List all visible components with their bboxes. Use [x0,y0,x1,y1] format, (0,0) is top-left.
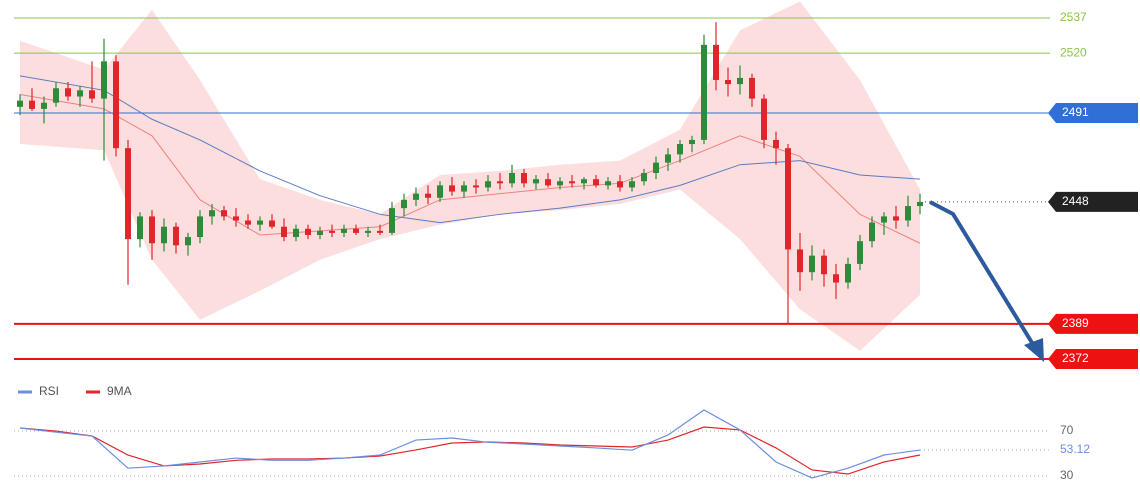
candle-body [545,179,551,186]
bollinger-band [20,1,920,351]
candle-body [869,222,875,242]
candle-body [617,181,623,188]
candle-body [845,263,851,283]
candle-body [605,181,611,186]
candle-body [917,201,923,207]
candle-body [905,206,911,221]
candle-body [533,179,539,184]
candle-body [509,172,515,184]
candle-body [581,179,587,184]
candle-body [125,148,131,240]
candle-body [149,216,155,244]
legend-label: 9MA [107,384,132,398]
candle-body [521,172,527,184]
candle-body [233,216,239,221]
candle-body [161,226,167,244]
candle-body [137,216,143,240]
candle-body [725,79,731,85]
candle-body [449,185,455,192]
candle-body [473,185,479,188]
candle-body [113,61,119,149]
candle-body [881,216,887,223]
candle-body [53,88,59,103]
candle-body [101,61,107,99]
candle-body [341,228,347,233]
candle-body [689,139,695,145]
level-label: 2491 [1062,105,1089,119]
forecast-arrow [929,200,1036,348]
candle-body [293,228,299,238]
candle-body [77,90,83,97]
candle-body [665,154,671,163]
candle-body [785,148,791,250]
candle-body [629,181,635,188]
level-label: 2372 [1062,351,1089,365]
candle-body [641,172,647,182]
candle-body [857,241,863,264]
level-tag [1048,348,1138,369]
candle-body [365,230,371,233]
candle-body [317,230,323,235]
candle-body [221,210,227,217]
level-label: 2448 [1062,194,1089,208]
candle-body [329,230,335,233]
level-tag [1048,313,1138,334]
candle-body [749,77,755,99]
candle-body [377,230,383,233]
moving-average [19,75,921,224]
level-label: 2389 [1062,316,1089,330]
candle-body [389,208,395,233]
candle-body [185,237,191,246]
candle-body [737,77,743,85]
candle-body [485,181,491,188]
candle-body [797,249,803,273]
candle-body [425,193,431,198]
candle-body [401,199,407,209]
candle-body [677,144,683,155]
candle-body [65,88,71,97]
candle-body [593,179,599,186]
candle-body [305,228,311,235]
candle-body [17,100,23,107]
plot: 2537 2520 2491 2448 2389 2372 70 30 53.12 RSI 9MA [14,1,1138,482]
level-tag [1048,103,1138,124]
candle-body [653,162,659,173]
candle-body [773,139,779,149]
candle-body [173,226,179,246]
candle-body [353,228,359,233]
candle-body [833,274,839,283]
legend-label: RSI [39,384,59,398]
candle-body [29,100,35,109]
candle-body [809,255,815,273]
candle-body [761,98,767,140]
candle-body [893,216,899,221]
candle-body [461,185,467,192]
level-label: 2520 [1060,45,1087,59]
candle-body [701,44,707,140]
rsi-tick-label: 70 [1060,423,1074,437]
level-tag [1048,191,1138,212]
candle-body [413,193,419,200]
candle-body [713,44,719,80]
candle-body [209,210,215,217]
candle-body [821,255,827,275]
candle-body [269,220,275,227]
candle-body [41,102,47,109]
level-label: 2537 [1060,10,1087,24]
candle-body [557,181,563,186]
candle-body [257,220,263,225]
candle-body [197,216,203,238]
candle-body [497,181,503,184]
rsi-line [19,409,921,479]
candle-body [569,181,575,184]
arrow-head [1024,338,1044,362]
candle-body [245,220,251,225]
candle-body [281,226,287,238]
band-middle [19,93,921,244]
candle-body [437,185,443,198]
rsi-tick-label: 30 [1060,468,1074,482]
rsi-current-label: 53.12 [1060,442,1090,456]
candle-body [89,90,95,99]
